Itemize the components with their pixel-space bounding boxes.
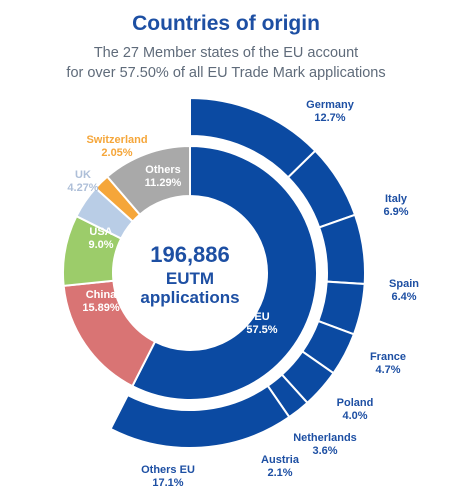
label-others: Others 11.29% [145, 164, 182, 189]
label-poland: Poland 4.0% [337, 397, 374, 422]
label-italy: Italy 6.9% [383, 193, 408, 218]
center-line-1: EUTM [166, 269, 214, 288]
center-line-2: applications [140, 288, 239, 307]
label-spain: Spain 6.4% [389, 278, 419, 303]
outer-slice-others-eu [109, 384, 291, 449]
label-switzerland: Switzerland 2.05% [86, 134, 147, 159]
center-hole [113, 196, 267, 350]
label-austria: Austria 2.1% [261, 454, 300, 479]
label-eu: EU 57.5% [246, 311, 277, 336]
label-usa: USA 9.0% [88, 226, 113, 251]
label-netherlands: Netherlands 3.6% [293, 432, 357, 457]
chart-title: Countries of origin [132, 12, 320, 35]
center-number: 196,886 [150, 242, 230, 267]
label-uk: UK 4.27% [67, 169, 98, 194]
subtitle-line-1: The 27 Member states of the EU account [93, 45, 359, 61]
label-china: China 15.89% [82, 289, 120, 314]
label-france: France 4.7% [370, 351, 406, 376]
outer-slice-spain [317, 213, 366, 286]
chart-subtitle: The 27 Member states of the EU account f… [0, 43, 452, 83]
subtitle-line-2: for over 57.50% of all EU Trade Mark app… [66, 65, 386, 81]
label-germany: Germany 12.7% [306, 99, 355, 124]
label-others-eu: Others EU 17.1% [141, 464, 195, 489]
